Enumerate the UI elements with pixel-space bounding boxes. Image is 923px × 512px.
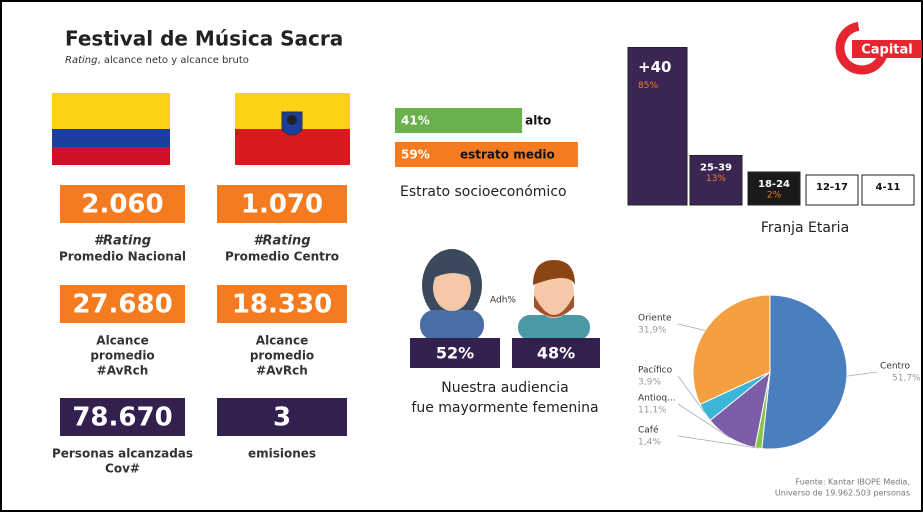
pie-value: 51,7% [892, 374, 921, 384]
female-share: 52% [436, 344, 474, 363]
kpi-label: Promedio Nacional [59, 250, 186, 264]
category-label: 4-11 [875, 182, 900, 193]
kpi-label: #AvRch [97, 364, 149, 378]
category-label: 12-17 [816, 182, 848, 193]
kpi-label: Alcance [96, 334, 148, 348]
kpi-label: Alcance [256, 334, 308, 348]
infographic: Festival de Música Sacra Rating, alcance… [0, 0, 923, 512]
pie-value: 11,1% [638, 406, 667, 416]
pie-value: 1,4% [638, 438, 661, 448]
pie-category: Pacífico [638, 366, 673, 376]
woman-icon [420, 249, 484, 340]
logo-text: Capital [861, 43, 913, 58]
category-label: estrato medio [460, 148, 555, 162]
category-label: alto [525, 114, 551, 128]
source: Fuente: Kantar IBOPE Media, [796, 478, 910, 487]
source: Universo de 19.962.503 personas [775, 489, 910, 498]
kpi-label: Promedio Centro [225, 250, 339, 264]
kpi-note: #Rating [253, 234, 310, 249]
value-label: 13% [706, 174, 726, 184]
pie-category: Centro [880, 362, 911, 372]
pie-category: Café [638, 425, 659, 436]
pie-value: 3,9% [638, 378, 661, 388]
kpi-label: promedio [250, 349, 314, 363]
kpi-value: 18.330 [232, 290, 332, 320]
pie-category: Antioq... [638, 394, 676, 404]
kpi-value: 3 [273, 403, 291, 433]
category-label: 25-39 [700, 163, 732, 174]
title: Festival de Música Sacra [65, 27, 343, 51]
subtitle-rest: , alcance neto y alcance bruto [97, 55, 248, 66]
chart-title: Estrato socioeconómico [400, 184, 567, 200]
subtitle-italic: Rating [65, 55, 97, 66]
kpi-value: 27.680 [72, 290, 172, 320]
kpi-label: emisiones [248, 447, 316, 461]
kpi-note: #Rating [94, 234, 151, 249]
audience-label: Adh% [490, 296, 516, 306]
flag-bogota [235, 93, 350, 165]
flag-colombia [52, 93, 170, 165]
pie-category: Oriente [638, 314, 672, 324]
subtitle: Rating, alcance neto y alcance bruto [65, 55, 249, 66]
kpi-label: #AvRch [256, 364, 308, 378]
male-share: 48% [537, 344, 575, 363]
kpi-value: 1.070 [241, 190, 323, 220]
value-label: 85% [638, 81, 658, 91]
value-label: 41% [401, 114, 430, 128]
value-label: 59% [401, 148, 430, 162]
kpi-value: 2.060 [81, 190, 163, 220]
audience-caption: Nuestra audiencia [441, 380, 568, 396]
kpi-label: Personas alcanzadas [52, 447, 193, 461]
kpi-value: 78.670 [72, 403, 172, 433]
pie-value: 31,9% [638, 326, 667, 336]
kpi-label: promedio [90, 349, 154, 363]
kpi-label: Cov# [105, 462, 140, 476]
chart-title: Franja Etaria [761, 220, 849, 236]
audience-caption: fue mayormente femenina [411, 400, 598, 416]
value-label: 2% [767, 191, 782, 201]
category-label: 18-24 [758, 179, 790, 190]
category-label: +40 [638, 58, 671, 76]
